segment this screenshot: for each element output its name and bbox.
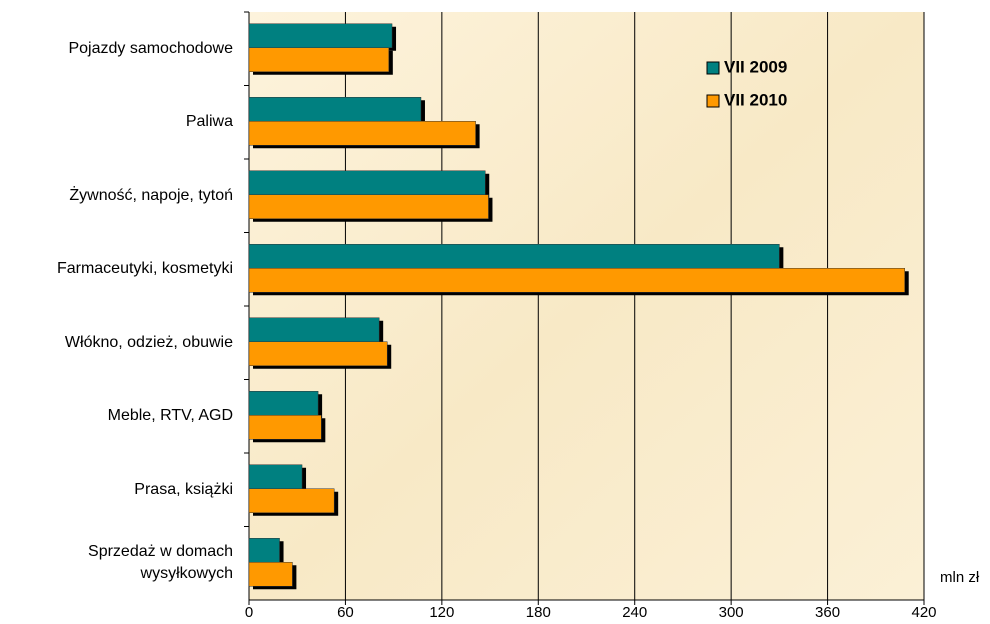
x-tick-label: 60 <box>337 604 354 621</box>
y-tick-label: Włókno, odzież, obuwie <box>64 333 233 351</box>
y-tick-label: Paliwa <box>185 113 233 131</box>
y-tick-label: Prasa, książki <box>134 480 233 498</box>
y-tick-label: Żywność, napoje, tytoń <box>69 186 233 204</box>
bar <box>248 562 293 587</box>
legend-swatch <box>706 61 720 75</box>
bar <box>248 538 280 563</box>
bar <box>248 244 780 269</box>
bar <box>248 391 319 416</box>
bar <box>248 488 335 513</box>
x-tick-label: 240 <box>622 604 647 621</box>
x-tick-label: 300 <box>719 604 744 621</box>
bar <box>248 415 322 440</box>
legend-swatch <box>706 94 720 108</box>
unit-label: mln zł <box>940 569 980 586</box>
y-tick-label: Pojazdy samochodowe <box>68 39 233 57</box>
bar <box>248 341 388 366</box>
legend-label: VII 2009 <box>724 57 787 76</box>
bar <box>248 121 476 146</box>
bar <box>248 97 422 122</box>
y-tick-label: Farmaceutyki, kosmetyki <box>56 260 233 278</box>
x-tick-label: 180 <box>526 604 551 621</box>
bar <box>248 317 380 342</box>
bar <box>248 464 303 489</box>
y-tick-label: Meble, RTV, AGD <box>107 407 233 425</box>
x-tick-label: 360 <box>815 604 840 621</box>
bar <box>248 23 393 48</box>
x-tick-label: 420 <box>911 604 936 621</box>
y-tick-label: Sprzedaż w domach wysyłkowych <box>88 543 233 583</box>
bar <box>248 268 905 293</box>
x-tick-label: 0 <box>245 604 253 621</box>
x-tick-label: 120 <box>429 604 454 621</box>
bar <box>248 170 486 195</box>
bar <box>248 47 390 72</box>
legend-label: VII 2010 <box>724 90 787 109</box>
bar <box>248 194 489 219</box>
